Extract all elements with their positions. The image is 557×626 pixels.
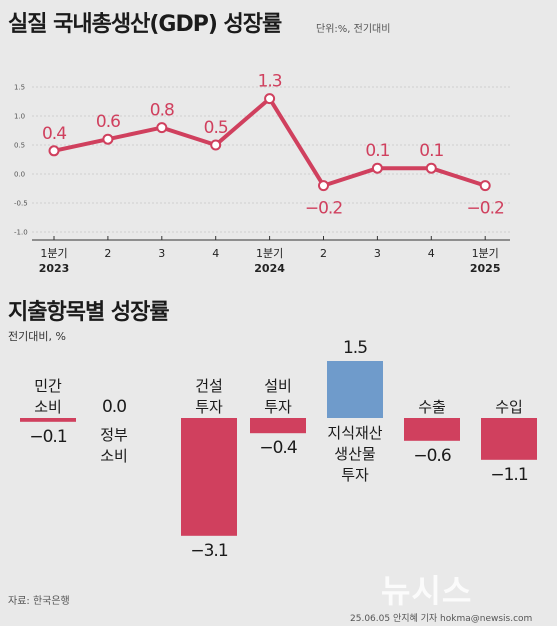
- bar: [481, 418, 537, 460]
- bar-value-label: 1.5: [343, 338, 367, 358]
- bar-value-label: −3.1: [190, 541, 227, 561]
- x-tick-label: 1분기: [40, 247, 67, 260]
- x-tick-label: 1분기: [256, 247, 283, 260]
- bar-value-label: −0.4: [259, 438, 296, 458]
- bar: [250, 418, 306, 434]
- bar: [20, 418, 76, 422]
- bar-category-label: 투자: [341, 466, 369, 484]
- x-tick-label: 4: [212, 247, 219, 260]
- bar-value-label: 0.0: [102, 397, 126, 417]
- y-tick-label: 0.5: [14, 142, 25, 150]
- x-tick-label: 3: [158, 247, 165, 260]
- bar: [181, 418, 237, 536]
- data-label: 0.6: [96, 112, 120, 132]
- data-label: 0.4: [42, 124, 66, 144]
- bar-category-label: 투자: [264, 398, 292, 416]
- data-point: [264, 93, 276, 105]
- y-tick-label: -0.5: [14, 200, 28, 208]
- unit-note: 단위:%, 전기대비: [316, 24, 391, 35]
- data-label: 0.8: [150, 101, 174, 121]
- bar-value-label: −0.6: [413, 446, 450, 466]
- y-tick-label: -1.0: [14, 229, 28, 237]
- data-label: 0.1: [419, 141, 443, 161]
- bar-category-label: 수입: [495, 398, 523, 416]
- data-label: −0.2: [305, 199, 342, 219]
- y-tick-label: 1.0: [14, 113, 25, 121]
- data-point: [48, 145, 60, 157]
- bar-value-label: −0.1: [29, 427, 66, 447]
- bar-category-label: 민간: [34, 377, 62, 395]
- data-point: [210, 139, 222, 151]
- data-point: [425, 162, 437, 174]
- bar: [327, 361, 383, 418]
- y-tick-label: 1.5: [14, 84, 25, 92]
- x-tick-label: 3: [374, 247, 381, 260]
- chart-title: 실질 국내총생산(GDP) 성장률: [8, 12, 282, 37]
- data-point: [371, 162, 383, 174]
- x-year-label: 2024: [254, 262, 285, 275]
- data-label: 0.5: [204, 118, 228, 138]
- y-tick-label: 0.0: [14, 171, 25, 179]
- bar: [404, 418, 460, 441]
- bar-category-label: 소비: [100, 447, 128, 465]
- bar-category-label: 설비: [264, 377, 292, 395]
- data-label: −0.2: [467, 199, 504, 219]
- bar-category-label: 지식재산: [327, 424, 382, 442]
- data-label: 1.3: [258, 72, 282, 92]
- data-label: 0.1: [365, 141, 389, 161]
- data-point: [102, 133, 114, 145]
- x-tick-label: 2: [104, 247, 111, 260]
- newsis-logo: 뉴시스: [381, 572, 473, 610]
- gdp-line-chart: 1.5 1.0 0.5 0.0 -0.5 -1.0 0.4 0.6 0.8 0.5 1.3 −0.2 0…: [14, 72, 510, 275]
- x-year-label: 2025: [470, 262, 501, 275]
- data-point: [479, 180, 491, 192]
- bar-category-label: 정부: [100, 426, 128, 444]
- bar-category-label: 건설: [195, 377, 223, 395]
- x-tick-label: 4: [428, 247, 435, 260]
- bar-unit-note: 전기대비, %: [8, 330, 66, 343]
- credit-note: 25.06.05 안지혜 기자 hokma@newsis.com: [350, 614, 533, 624]
- bar-category-label: 수출: [418, 398, 446, 416]
- x-tick-label: 1분기: [472, 247, 499, 260]
- bar-category-label: 생산물: [334, 445, 375, 463]
- data-point: [318, 180, 329, 192]
- source-note: 자료: 한국은행: [8, 596, 70, 607]
- bar-category-label: 투자: [195, 398, 223, 416]
- x-year-label: 2023: [39, 262, 70, 275]
- x-tick-label: 2: [320, 247, 327, 260]
- bar-value-label: −1.1: [490, 465, 527, 485]
- data-point: [156, 122, 168, 134]
- bar-category-label: 소비: [34, 398, 62, 416]
- bar-chart-title: 지출항목별 성장률: [8, 300, 170, 325]
